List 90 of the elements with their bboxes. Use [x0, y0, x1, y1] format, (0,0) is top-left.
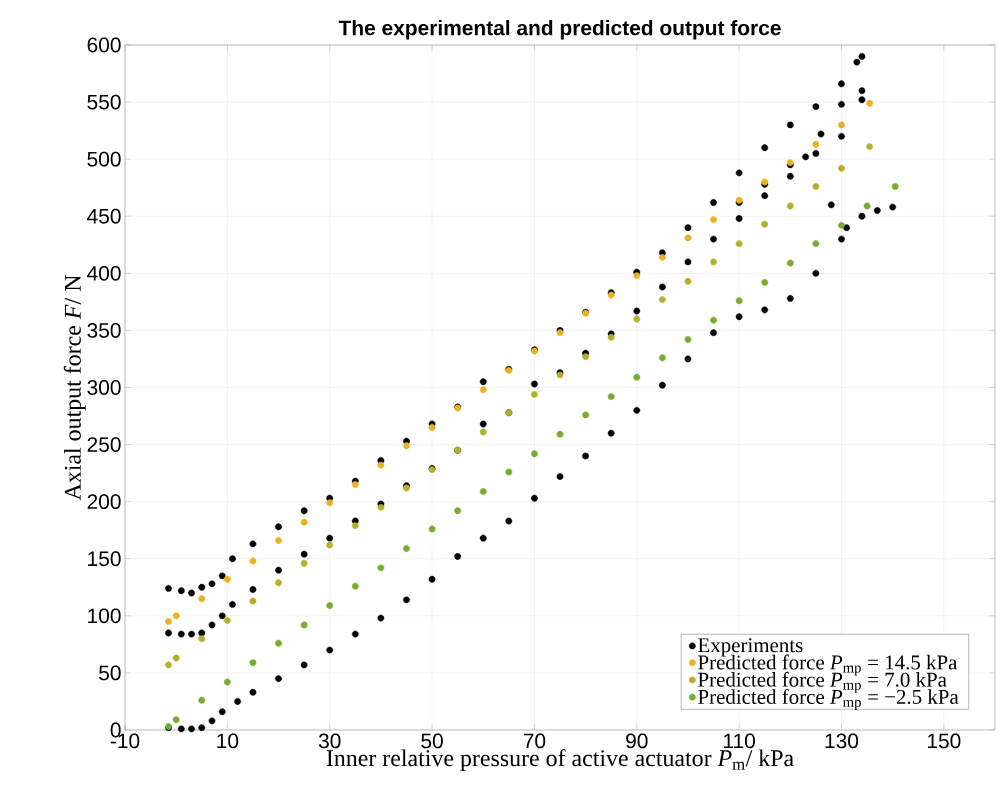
point	[863, 202, 871, 210]
point	[172, 716, 180, 724]
point	[249, 659, 257, 667]
point	[812, 140, 820, 148]
point	[735, 297, 743, 305]
point	[531, 390, 538, 398]
x-tick-label: 110	[724, 733, 755, 749]
point	[479, 487, 487, 495]
point	[786, 259, 794, 267]
y-tick-label: 400	[87, 265, 121, 281]
point	[377, 564, 385, 572]
point	[198, 595, 206, 603]
x-tick-label: 130	[825, 733, 859, 749]
y-tick-label: 150	[88, 551, 121, 567]
y-tick-label: 250	[87, 437, 121, 452]
x-tick-label: 70	[523, 733, 546, 749]
point	[658, 354, 666, 362]
point	[838, 164, 845, 172]
point	[505, 468, 513, 476]
y-tick-label: 550	[87, 94, 121, 110]
point	[479, 428, 487, 436]
point	[351, 582, 359, 590]
point	[198, 635, 206, 643]
point	[326, 602, 334, 609]
y-tick-label: 50	[99, 665, 121, 681]
point	[684, 234, 692, 242]
point	[812, 240, 820, 248]
point	[198, 696, 206, 704]
x-tick-label: 90	[626, 733, 648, 749]
point	[275, 579, 282, 587]
x-tick-label: 30	[318, 733, 341, 749]
point	[428, 525, 436, 533]
point	[607, 393, 615, 401]
point	[838, 221, 845, 229]
point	[891, 183, 899, 190]
point	[633, 272, 641, 279]
point	[454, 507, 462, 515]
y-tick-label: 600	[87, 37, 121, 53]
y-tick-label: 100	[88, 608, 121, 624]
y-tick-label: 350	[87, 323, 121, 338]
x-tick-label: 50	[421, 733, 443, 749]
point	[684, 277, 692, 285]
y-axis-title: Axial output force F/ N	[63, 275, 86, 501]
point	[172, 612, 180, 620]
point	[633, 315, 641, 323]
point	[531, 450, 538, 458]
point	[761, 279, 769, 286]
point	[172, 654, 180, 662]
point	[866, 143, 874, 150]
point	[556, 430, 564, 438]
point	[351, 481, 359, 488]
point	[275, 537, 282, 544]
point	[633, 373, 641, 381]
point	[326, 541, 334, 549]
point	[275, 639, 282, 647]
point	[300, 518, 308, 526]
y-tick-label: 200	[87, 494, 121, 510]
point	[735, 240, 743, 248]
point	[223, 616, 231, 624]
point	[710, 316, 717, 324]
point	[582, 411, 589, 419]
point	[223, 678, 231, 686]
point	[658, 296, 666, 303]
point	[165, 661, 172, 669]
point	[838, 121, 845, 129]
point	[710, 258, 717, 266]
point	[761, 220, 769, 228]
x-axis-title: Inner relative pressure of active actuator P$_{m}$/ kPa	[326, 749, 794, 772]
point	[658, 253, 666, 261]
point	[479, 386, 487, 394]
point	[710, 216, 717, 224]
point	[249, 597, 257, 605]
point	[300, 621, 308, 629]
point	[403, 545, 410, 552]
point	[300, 559, 308, 567]
y-tick-label: 450	[87, 208, 121, 224]
point	[165, 618, 172, 625]
x-tick-label: 10	[217, 733, 239, 749]
chart-title: The experimental and predicted output force	[338, 19, 781, 40]
point	[812, 183, 820, 190]
y-tick-label: 300	[87, 380, 121, 395]
point	[684, 336, 692, 343]
y-tick-label: 500	[87, 151, 121, 167]
point	[582, 353, 589, 361]
point	[249, 557, 257, 565]
point	[223, 575, 231, 583]
point	[866, 99, 874, 107]
point	[428, 424, 436, 431]
point	[786, 202, 794, 210]
x-tick-label: 150	[927, 733, 961, 749]
